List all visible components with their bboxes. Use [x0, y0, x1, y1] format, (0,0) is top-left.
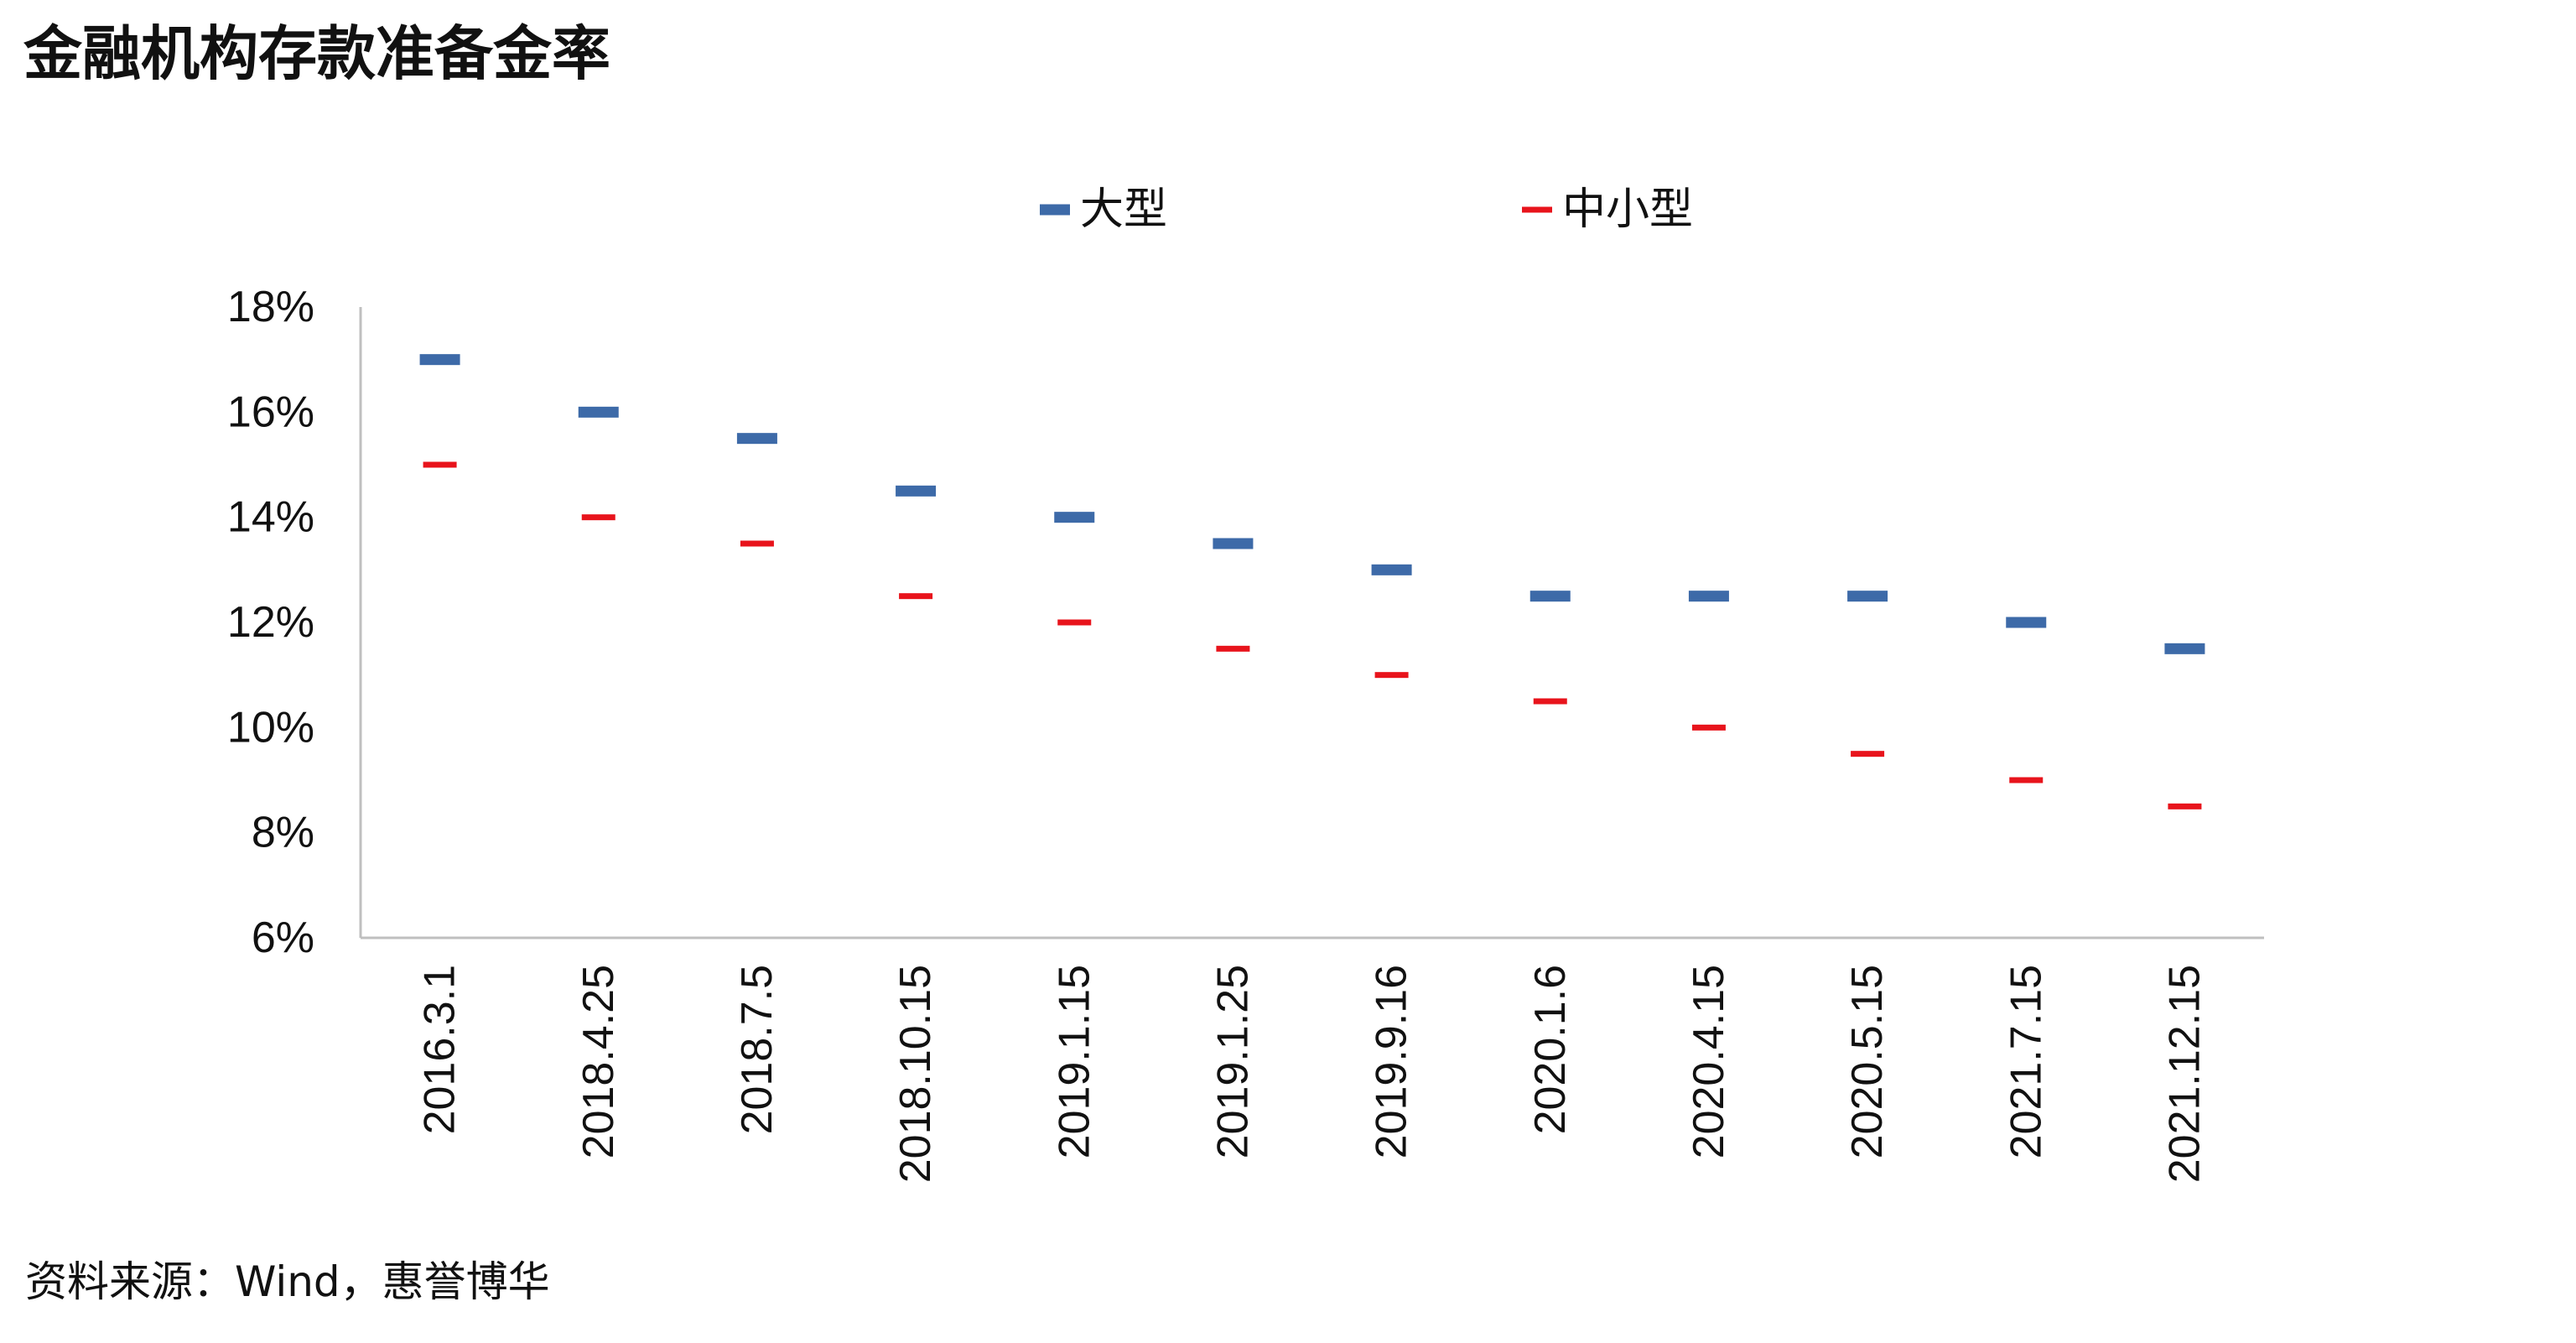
x-tick-label: 2019.9.16 — [1368, 965, 1416, 1158]
series-2-mark — [1216, 645, 1250, 652]
y-tick-label: 10% — [227, 703, 314, 752]
x-tick-label: 2018.10.15 — [891, 965, 940, 1183]
y-tick-label: 6% — [252, 914, 314, 962]
series-1-mark — [2164, 643, 2205, 654]
y-tick-label: 16% — [227, 388, 314, 436]
x-axis-ticks: 2016.3.1 2018.4.25 2018.7.5 2018.10.15 2019.… — [416, 965, 2210, 1183]
x-tick-label: 2019.1.25 — [1208, 965, 1257, 1158]
x-tick-label: 2021.12.15 — [2160, 965, 2209, 1183]
series-1-mark — [578, 406, 619, 418]
x-tick-label: 2020.1.6 — [1526, 965, 1575, 1134]
series-1-mark — [736, 433, 777, 445]
legend-swatch-1 — [1040, 204, 1070, 216]
series-1-mark — [1688, 591, 1729, 602]
y-tick-label: 12% — [227, 598, 314, 647]
x-tick-label: 2019.1.15 — [1050, 965, 1098, 1158]
series-2-mark — [1533, 698, 1567, 705]
x-tick-label: 2020.5.15 — [1843, 965, 1892, 1158]
y-tick-label: 14% — [227, 493, 314, 542]
y-tick-label: 8% — [252, 809, 314, 857]
chart-marks — [419, 354, 2205, 809]
series-2-mark — [899, 593, 933, 600]
x-tick-label: 2020.4.15 — [1685, 965, 1733, 1158]
series-2-mark — [1851, 751, 1885, 757]
x-tick-label: 2021.7.15 — [2002, 965, 2050, 1158]
legend-label-2: 中小型 — [1562, 185, 1693, 235]
axes — [359, 307, 2264, 940]
series-1-mark — [896, 485, 937, 497]
series-1-mark — [1847, 591, 1888, 602]
legend-swatch-2 — [1522, 206, 1552, 213]
series-2-mark — [423, 461, 457, 468]
series-2-mark — [1057, 619, 1092, 626]
series-2-mark — [581, 514, 615, 521]
series-1-mark — [1054, 512, 1095, 523]
x-tick-label: 2018.4.25 — [574, 965, 623, 1158]
y-tick-label: 18% — [227, 283, 314, 331]
x-tick-label: 2016.3.1 — [416, 965, 465, 1134]
y-axis-ticks: 6% 8% 10% 12% 14% 16% 18% — [227, 283, 314, 962]
series-2-mark — [1374, 672, 1409, 679]
legend-label-1: 大型 — [1080, 185, 1167, 235]
source-note: 资料来源：Wind，惠誉博华 — [25, 1257, 550, 1306]
series-2-mark — [2168, 803, 2202, 809]
series-1-mark — [2006, 617, 2047, 628]
series-1-mark — [1213, 538, 1254, 549]
series-2-mark — [1691, 724, 1726, 731]
series-1-mark — [1371, 564, 1412, 575]
legend: 大型 中小型 — [1040, 185, 1693, 235]
series-1-mark — [419, 354, 460, 366]
series-1-mark — [1530, 591, 1571, 602]
x-tick-label: 2018.7.5 — [733, 965, 782, 1134]
page-title: 金融机构存款准备金率 — [23, 18, 610, 88]
series-2-mark — [2009, 777, 2044, 783]
series-2-mark — [740, 540, 774, 547]
